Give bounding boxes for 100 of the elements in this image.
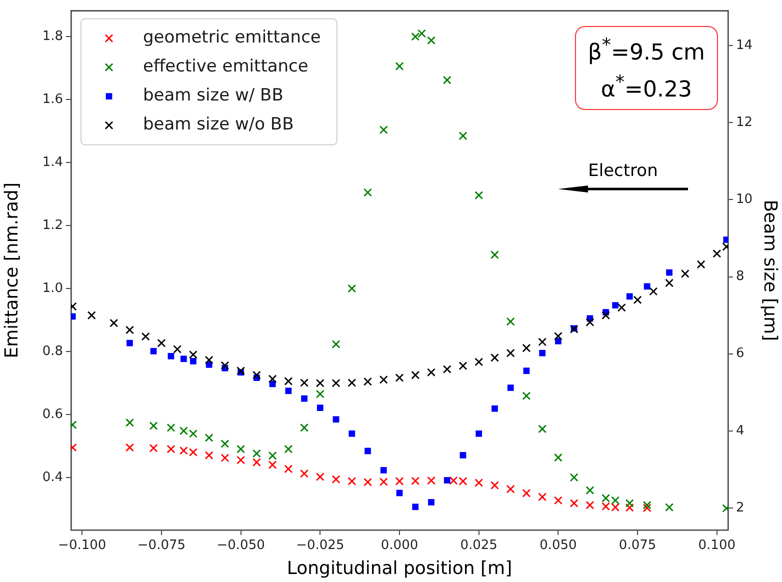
point [166,444,176,454]
x-axis-title: Longitudinal position [m] [286,558,512,579]
legend-label: effective emittance [143,56,308,77]
point [204,356,214,364]
y2-tick-label: 10 [736,192,753,208]
point [523,368,530,374]
point [379,375,388,384]
point [284,376,293,386]
point [417,29,426,38]
point [87,311,96,320]
y-tick-label: 1.6 [42,92,63,107]
point [680,269,690,278]
y2-tick-label: 6 [736,346,744,362]
point [554,332,562,340]
point [412,504,419,510]
point [125,418,134,427]
point [332,416,340,423]
point [474,358,484,366]
point [395,476,404,486]
point [268,451,277,460]
point [395,62,404,70]
x-tick-label: 0.050 [540,538,577,554]
point [348,284,356,293]
point [157,338,166,348]
point [125,443,134,452]
point [625,503,634,512]
point [665,278,674,288]
point [539,350,546,356]
point [611,503,620,512]
point [538,492,547,502]
y-tick-label: 0.4 [42,470,63,485]
point [300,423,309,432]
point [364,478,372,486]
x-tick-label: −0.100 [58,538,106,554]
point [428,499,434,506]
point [379,126,388,134]
point [642,500,652,510]
point [204,451,214,460]
point [570,499,578,508]
point [644,283,650,290]
point [236,366,246,376]
legend-label: beam size w/o BB [143,114,294,135]
y-tick-label: 1.2 [42,218,63,233]
point [506,348,515,358]
point [490,353,499,362]
point [458,132,468,140]
point [348,476,356,486]
point [316,404,324,411]
point [348,430,356,437]
x-tick-label: 0.100 [698,538,736,554]
point [712,249,722,258]
point [649,287,658,296]
point [188,448,198,456]
point [611,496,620,505]
y2-tick-label: 14 [736,38,753,53]
point [395,374,404,382]
x-tick-label: −0.050 [216,538,265,554]
point [236,444,246,454]
point [150,348,157,354]
y2-tick-label: 8 [736,269,744,284]
y-tick-label: 1.0 [42,280,63,296]
point [427,476,436,485]
point [141,332,150,341]
point [538,338,547,346]
point [220,361,230,370]
point [458,476,468,486]
point [665,503,674,512]
point [332,475,340,484]
y-axis-title: Emittance [nm.rad] [1,182,22,358]
y-tick-label: 1.4 [42,154,63,170]
x-tick-label: 0.025 [460,538,498,554]
point [570,473,578,482]
point [316,390,324,398]
point [149,422,158,430]
point [179,446,188,455]
y2-tick-label: 2 [736,500,744,516]
point [442,365,452,374]
x-tick-label: 0.000 [380,538,418,554]
point [586,486,594,495]
point [220,439,230,448]
point [602,311,610,320]
point [666,269,672,276]
point [168,352,174,360]
point [554,453,562,462]
point [316,472,324,482]
point [125,326,134,334]
point [252,458,261,467]
point [642,504,652,512]
point [285,388,292,394]
point [300,378,309,387]
point [252,370,261,380]
point [300,469,309,478]
point [612,302,619,308]
point [188,429,198,438]
point [380,467,387,474]
point [268,374,277,384]
point [427,36,436,45]
point [476,430,482,437]
point [696,260,706,269]
point [110,318,118,328]
